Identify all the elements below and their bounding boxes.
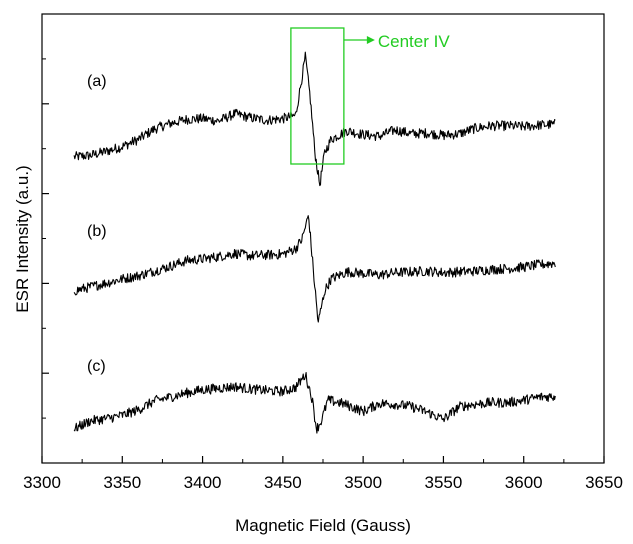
center-iv-box bbox=[290, 27, 345, 165]
arrow-head-icon bbox=[366, 36, 375, 44]
x-tick-label: 3600 bbox=[505, 473, 543, 492]
series-trace bbox=[73, 215, 556, 323]
x-tick-label: 3350 bbox=[103, 473, 141, 492]
series-traces bbox=[73, 51, 556, 434]
series-trace bbox=[73, 372, 556, 434]
x-axis-ticks: 3300 3350 3400 3450 3500 3550 3600 3650 bbox=[23, 456, 623, 492]
y-axis-title: ESR Intensity (a.u.) bbox=[13, 165, 32, 312]
series-label: (c) bbox=[87, 358, 106, 375]
x-tick-label: 3500 bbox=[344, 473, 382, 492]
series-trace bbox=[73, 51, 556, 187]
x-tick-label: 3400 bbox=[184, 473, 222, 492]
x-tick-label: 3300 bbox=[23, 473, 61, 492]
x-tick-label: 3450 bbox=[264, 473, 302, 492]
center-iv-annotation: Center IV bbox=[290, 27, 450, 165]
series-label: (a) bbox=[87, 73, 107, 90]
series-label: (b) bbox=[87, 223, 107, 240]
y-axis-ticks bbox=[42, 58, 49, 419]
plot-frame bbox=[41, 13, 605, 464]
x-axis-title: Magnetic Field (Gauss) bbox=[235, 516, 411, 535]
x-tick-label: 3550 bbox=[425, 473, 463, 492]
center-iv-label: Center IV bbox=[378, 32, 450, 51]
x-tick-label: 3650 bbox=[585, 473, 623, 492]
series-labels: (a) (b) (c) bbox=[87, 73, 107, 375]
